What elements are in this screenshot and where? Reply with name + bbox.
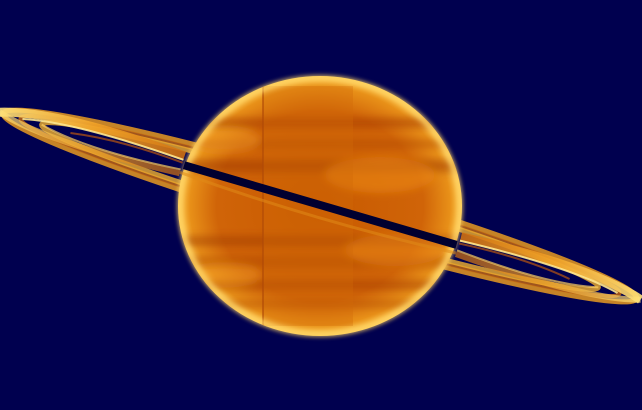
ring-right-arm	[454, 232, 642, 304]
ring-front-crossing	[179, 170, 457, 255]
planet	[177, 75, 463, 337]
rings-front	[0, 107, 642, 304]
ring-left-arm	[0, 107, 187, 177]
planet-limb	[177, 75, 463, 337]
ring-shadow	[180, 160, 462, 250]
